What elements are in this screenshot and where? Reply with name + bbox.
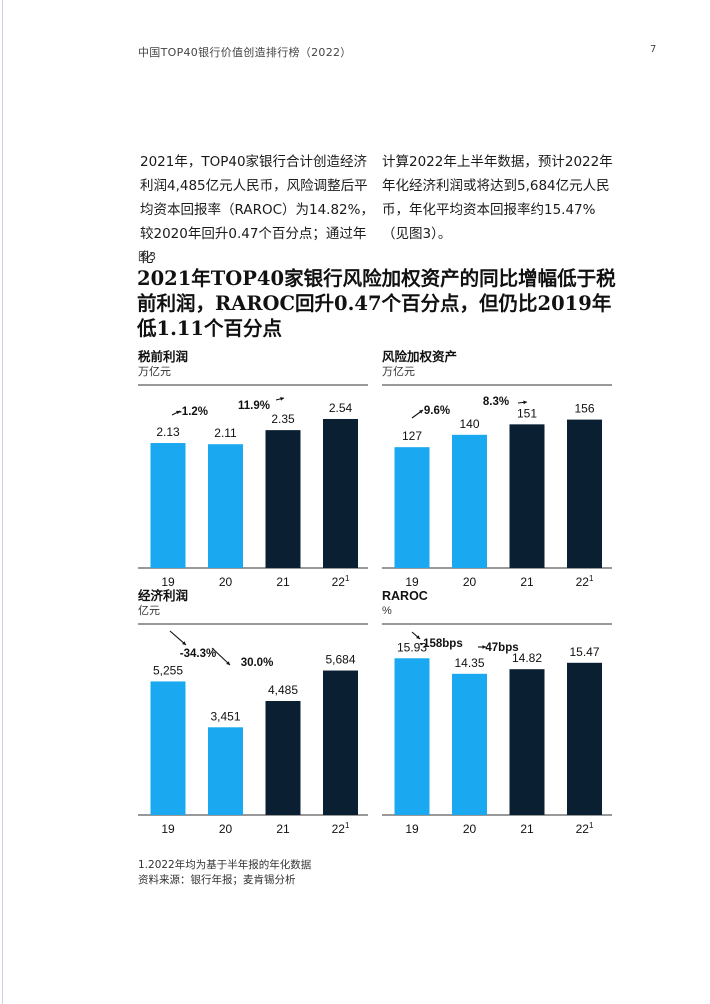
arrow-head <box>226 661 230 665</box>
page-number: 7 <box>650 44 657 55</box>
x-tick-label: 221 <box>332 821 350 836</box>
annotation-arrow <box>411 631 421 640</box>
annotation-arrow <box>411 409 424 419</box>
x-tick-label: 19 <box>161 822 175 836</box>
bar-value-label: 5,255 <box>153 663 183 677</box>
x-tick-label: 20 <box>219 822 233 836</box>
bar-value-label: 14.82 <box>512 651 542 665</box>
bar <box>394 447 430 568</box>
figure-label: 图3 <box>138 250 156 263</box>
arrow-head <box>182 641 186 645</box>
x-tick-label: 221 <box>332 574 350 589</box>
annotation-arrow <box>517 401 528 404</box>
figure-title: 2021年TOP40家银行风险加权资产的同比增幅低于税前利润，RAROC回升0.… <box>137 267 616 340</box>
bar-value-label: 15.47 <box>569 645 599 659</box>
x-tick-label: 20 <box>463 822 477 836</box>
bar <box>323 670 358 815</box>
bar <box>509 424 545 568</box>
bar <box>567 419 602 568</box>
annotation-arrow <box>275 397 285 401</box>
growth-annotation: -158bps <box>419 638 462 650</box>
arrow-head <box>419 410 423 414</box>
growth-annotation: 9.6% <box>424 405 450 417</box>
x-tick-label: 19 <box>405 822 419 836</box>
arrow-head <box>280 396 284 401</box>
bar-value-label: 156 <box>574 402 594 416</box>
bar-value-label: 140 <box>459 417 479 431</box>
annotation-arrow <box>211 647 231 666</box>
bar-value-label: 4,485 <box>268 683 298 697</box>
arrow-head <box>416 635 420 639</box>
panel-unit: 亿元 <box>138 604 160 617</box>
bar <box>394 658 430 815</box>
growth-annotation: -1.2% <box>178 406 208 418</box>
bar <box>567 662 602 815</box>
panel-unit: % <box>382 605 392 617</box>
growth-annotation: -34.3% <box>180 648 216 660</box>
panel-title: 风险加权资产 <box>382 349 457 364</box>
bar <box>452 673 487 815</box>
bar <box>323 418 358 568</box>
panel-title: 税前利润 <box>138 349 188 364</box>
bar <box>265 701 301 815</box>
bar-value-label: 151 <box>517 406 537 420</box>
annotation-arrow <box>169 630 187 646</box>
bar-value-label: 3,451 <box>210 709 240 723</box>
body-paragraph-left: 2021年，TOP40家银行合计创造经济利润4,485亿元人民币，风险调整后平均… <box>140 154 374 266</box>
panel-title: RAROC <box>382 589 428 603</box>
growth-annotation: 30.0% <box>241 657 274 669</box>
bar-value-label: 15.93 <box>397 640 427 654</box>
x-tick-label: 221 <box>576 574 594 589</box>
panel-unit: 万亿元 <box>382 365 415 378</box>
x-tick-label: 21 <box>520 575 534 589</box>
x-tick-label: 20 <box>219 575 233 589</box>
bar <box>265 430 301 568</box>
arrow-head <box>482 645 486 649</box>
x-tick-label: 21 <box>276 575 290 589</box>
bar <box>509 669 545 815</box>
bar-value-label: 2.54 <box>329 401 353 415</box>
x-tick-label: 221 <box>576 821 594 836</box>
bar-value-label: 2.35 <box>271 412 295 426</box>
annotation-arrow <box>171 410 181 416</box>
bar <box>150 681 186 815</box>
growth-annotation: 47bps <box>485 642 518 654</box>
footnote: 1.2022年均为基于半年报的年化数据 <box>138 859 312 871</box>
x-tick-label: 20 <box>463 575 477 589</box>
bar-value-label: 5,684 <box>325 653 355 667</box>
growth-annotation: 11.9% <box>238 400 270 412</box>
bar-value-label: 127 <box>402 429 422 443</box>
page-border <box>2 0 3 1004</box>
growth-annotation: 8.3% <box>483 396 509 408</box>
bar <box>208 727 243 815</box>
arrow-head <box>523 400 527 405</box>
panel-title: 经济利润 <box>138 588 188 603</box>
x-tick-label: 21 <box>276 822 290 836</box>
x-tick-label: 19 <box>161 575 175 589</box>
arrow-head <box>176 410 180 415</box>
source-note: 资料来源：银行年报；麦肯锡分析 <box>138 874 296 886</box>
bar <box>150 443 186 568</box>
bar <box>452 434 487 568</box>
x-tick-label: 21 <box>520 822 534 836</box>
running-header: 中国TOP40银行价值创造排行榜（2022） <box>138 46 352 59</box>
bar-value-label: 14.35 <box>454 656 484 670</box>
bar <box>208 444 243 568</box>
x-tick-label: 19 <box>405 575 419 589</box>
bar-value-label: 2.13 <box>156 425 180 439</box>
panel-unit: 万亿元 <box>138 365 171 378</box>
body-paragraph-right: 计算2022年上半年数据，预计2022年年化经济利润或将达到5,684亿元人民币… <box>382 154 613 242</box>
bar-value-label: 2.11 <box>214 426 237 440</box>
